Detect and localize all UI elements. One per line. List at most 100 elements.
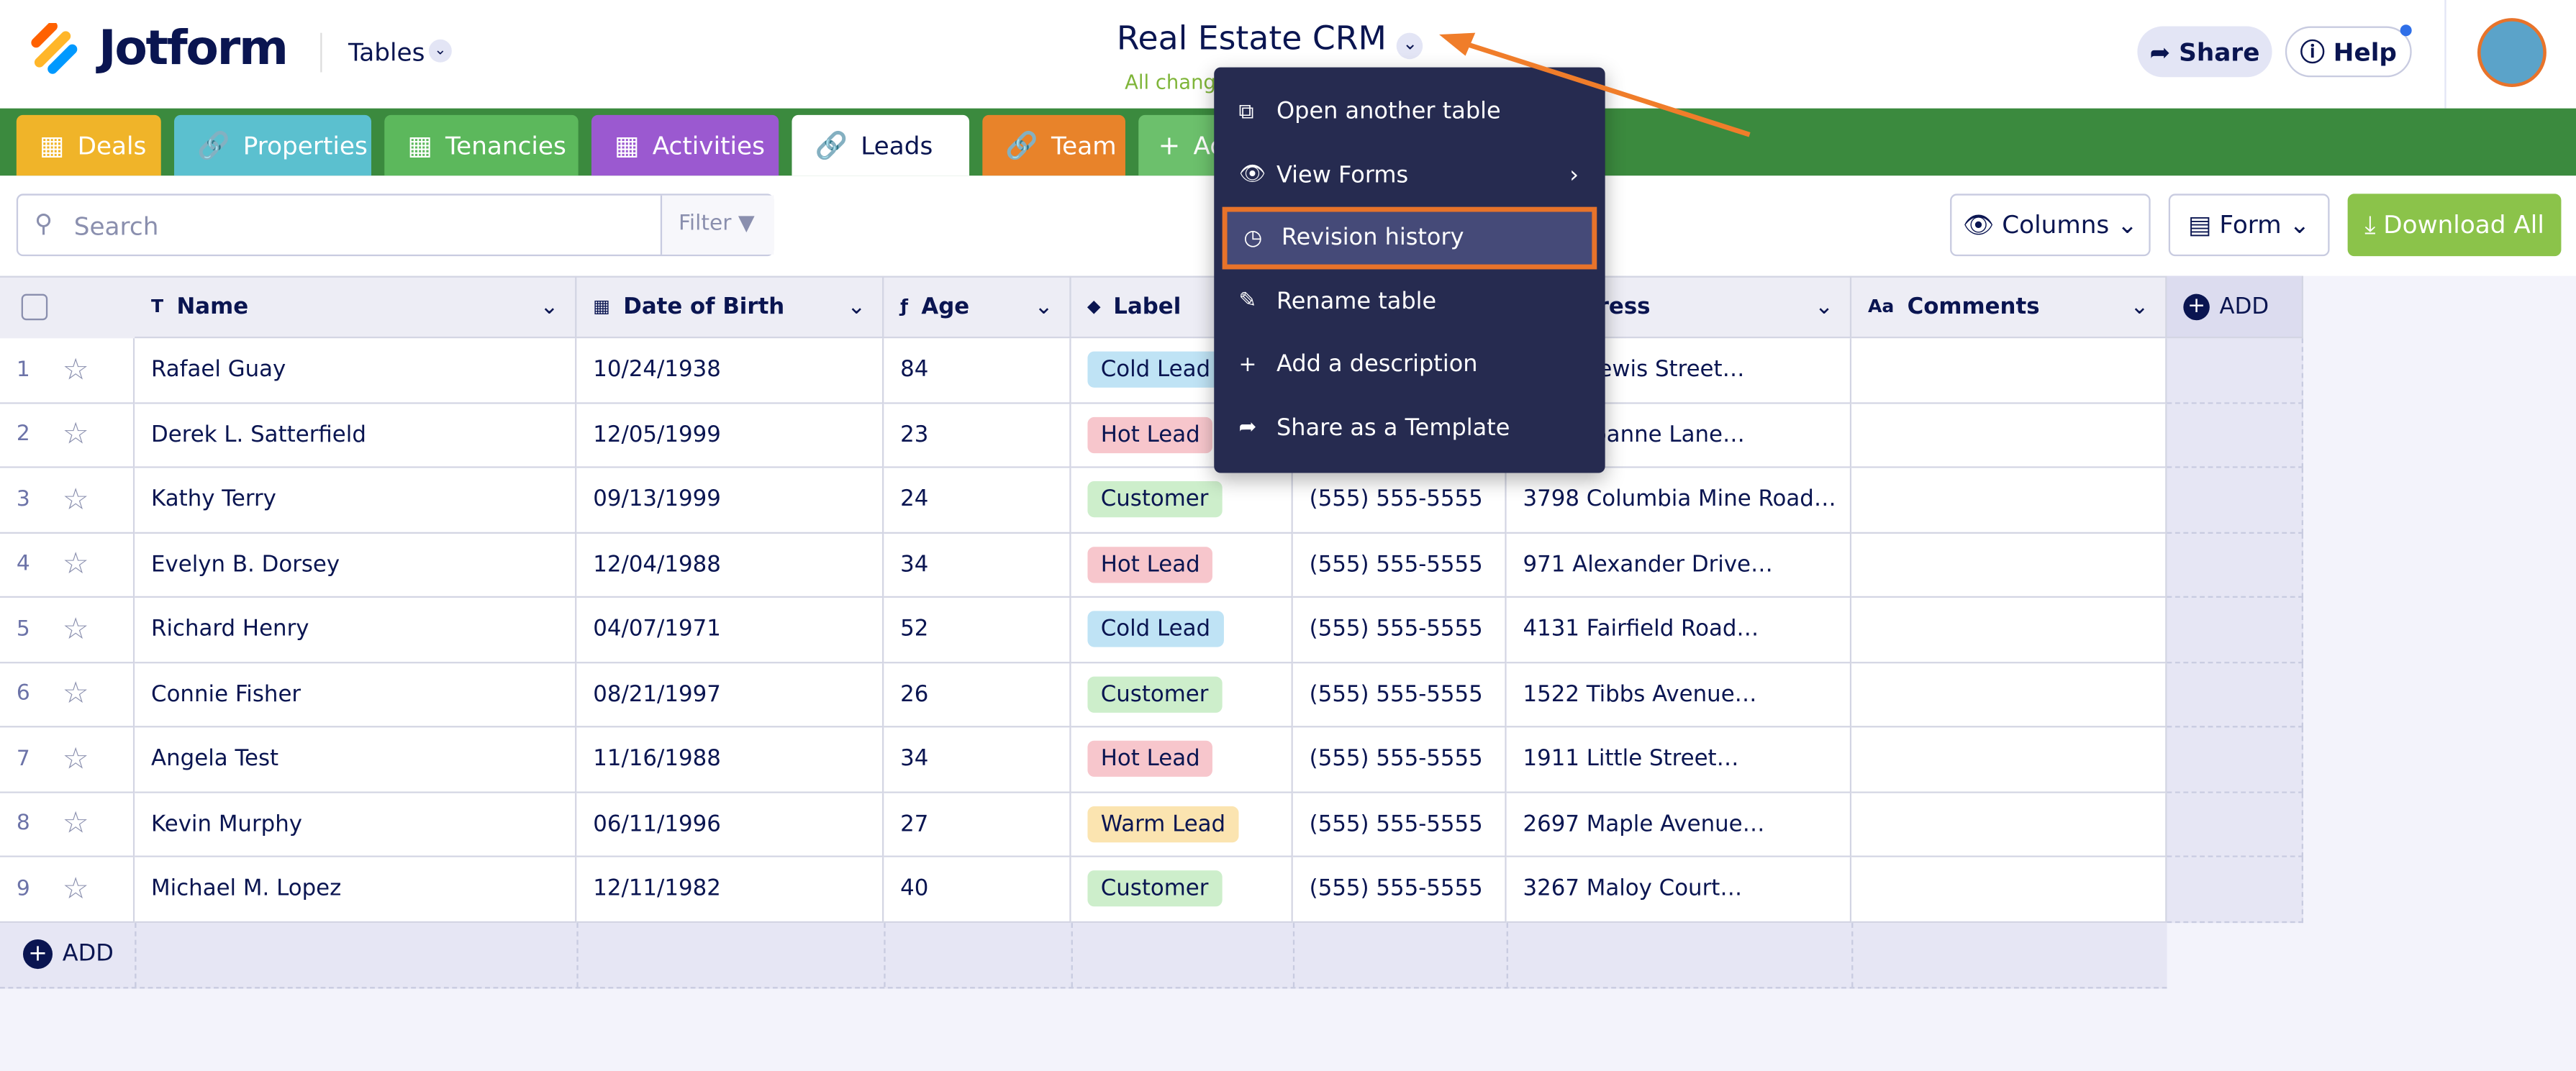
row-index: 2 (16, 422, 30, 447)
tab[interactable]: 🔗 Team (982, 114, 1125, 176)
add-column[interactable]: + ADD (2167, 275, 2303, 339)
menu-item[interactable]: + Add a description (1214, 333, 1605, 396)
add-row-divider (1851, 921, 1854, 988)
cell[interactable]: (555) 555-5555 (1292, 857, 1507, 922)
share-button[interactable]: ➦ Share (2137, 26, 2272, 78)
tab[interactable]: ▦ Activities (591, 114, 779, 176)
cell[interactable]: 34 (884, 532, 1071, 598)
title-text: Real Estate CRM (1116, 18, 1387, 58)
cell[interactable]: Rafael Guay (135, 338, 577, 404)
cell-text: 971 Alexander Drive… (1523, 551, 1773, 578)
cell[interactable]: Cold Lead (1071, 338, 1293, 404)
cell[interactable]: Derek L. Satterfield (135, 403, 577, 468)
form-button[interactable]: ▤ Form ⌄ (2168, 193, 2330, 257)
cell[interactable]: 23 (884, 403, 1071, 468)
cell[interactable]: 971 Alexander Drive… (1506, 532, 1852, 598)
menu-item[interactable]: ⧉ Open another table (1214, 81, 1605, 143)
search-box[interactable]: ⚲ Search Filter ▼ (16, 193, 774, 257)
star[interactable]: ☆ (62, 482, 89, 517)
star[interactable]: ☆ (62, 352, 89, 388)
tables-menu[interactable]: Tables (348, 37, 425, 68)
row-index: 3 (16, 487, 30, 512)
cell[interactable]: 26 (884, 662, 1071, 728)
cell[interactable]: Customer (1071, 468, 1293, 533)
cell[interactable]: 1911 Little Street… (1506, 727, 1852, 793)
cell[interactable]: 27 (884, 792, 1071, 857)
star[interactable]: ☆ (62, 547, 89, 582)
cell[interactable]: 12/11/1982 (576, 857, 884, 922)
column-header[interactable]: T Name ⌄ (135, 275, 577, 339)
cell[interactable]: 12/04/1988 (576, 532, 884, 598)
cell[interactable]: 10/24/1938 (576, 338, 884, 404)
tab[interactable]: ▦ Tenancies (384, 114, 579, 176)
cell[interactable]: (555) 555-5555 (1292, 662, 1507, 728)
cell[interactable]: Evelyn B. Dorsey (135, 532, 577, 598)
cell[interactable]: 1522 Tibbs Avenue… (1506, 662, 1852, 728)
cell[interactable]: 3798 Columbia Mine Road… (1506, 468, 1852, 533)
star[interactable]: ☆ (62, 677, 89, 712)
cell[interactable]: 11/16/1988 (576, 727, 884, 793)
cell[interactable]: Hot Lead (1071, 532, 1293, 598)
cell[interactable]: (555) 555-5555 (1292, 468, 1507, 533)
menu-icon: ✎ (1238, 288, 1257, 314)
cell[interactable]: Customer (1071, 662, 1293, 728)
menu-item[interactable]: ✎ Rename table (1214, 270, 1605, 333)
divider (320, 32, 322, 73)
title[interactable]: Real Estate CRM ⌄ (986, 18, 1554, 60)
download-button[interactable]: ⤓ Download All (2347, 193, 2562, 257)
cell[interactable]: Kathy Terry (135, 468, 577, 533)
cell[interactable]: 04/07/1971 (576, 598, 884, 663)
help-button[interactable]: ⓘ Help (2285, 26, 2412, 78)
cell[interactable]: 2697 Maple Avenue… (1506, 792, 1852, 857)
cell[interactable]: (555) 555-5555 (1292, 598, 1507, 663)
empty-cell (1851, 857, 2167, 922)
star[interactable]: ☆ (62, 871, 89, 906)
cell[interactable]: Kevin Murphy (135, 792, 577, 857)
cell[interactable]: Connie Fisher (135, 662, 577, 728)
avatar[interactable] (2477, 18, 2546, 88)
label-pill: Warm Lead (1087, 806, 1239, 842)
cell[interactable]: Michael M. Lopez (135, 857, 577, 922)
star[interactable]: ☆ (62, 742, 89, 777)
select-all[interactable] (21, 293, 48, 321)
cell[interactable]: 34 (884, 727, 1071, 793)
menu-icon: ⧉ (1238, 99, 1254, 124)
cell[interactable]: (555) 555-5555 (1292, 727, 1507, 793)
cell[interactable]: 08/21/1997 (576, 662, 884, 728)
share-label: Share (2179, 37, 2260, 67)
filter-button[interactable]: Filter ▼ (660, 195, 774, 255)
cell[interactable]: 40 (884, 857, 1071, 922)
cell[interactable]: 3267 Maloy Court… (1506, 857, 1852, 922)
column-header[interactable]: ▦ Date of Birth ⌄ (576, 275, 884, 339)
cell[interactable]: Hot Lead (1071, 727, 1293, 793)
tab[interactable]: ▦ Deals (16, 114, 161, 176)
cell[interactable]: Angela Test (135, 727, 577, 793)
cell[interactable]: 24 (884, 468, 1071, 533)
cell[interactable]: 84 (884, 338, 1071, 404)
tab-label: Deals (77, 130, 147, 160)
add-row[interactable]: + ADD (22, 938, 114, 968)
menu-item[interactable]: 👁 View Forms › (1214, 144, 1605, 206)
cell[interactable]: Warm Lead (1071, 792, 1293, 857)
tab[interactable]: 🔗 Leads (792, 114, 970, 176)
columns-button[interactable]: 👁 Columns ⌄ (1950, 193, 2151, 257)
star[interactable]: ☆ (62, 612, 89, 647)
tab[interactable]: 🔗 Properties (174, 114, 371, 176)
menu-item[interactable]: ➦ Share as a Template (1214, 396, 1605, 459)
menu-item[interactable]: ◷ Revision history (1222, 206, 1597, 270)
cell[interactable]: 4131 Fairfield Road… (1506, 598, 1852, 663)
cell[interactable]: 06/11/1996 (576, 792, 884, 857)
star[interactable]: ☆ (62, 417, 89, 452)
cell[interactable]: 09/13/1999 (576, 468, 884, 533)
column-header[interactable]: Aa Comments ⌄ (1851, 275, 2167, 339)
column-header[interactable]: ƒ Age ⌄ (884, 275, 1071, 339)
cell[interactable]: 12/05/1999 (576, 403, 884, 468)
cell[interactable]: (555) 555-5555 (1292, 792, 1507, 857)
cell[interactable]: 52 (884, 598, 1071, 663)
star[interactable]: ☆ (62, 806, 89, 842)
cell[interactable]: Customer (1071, 857, 1293, 922)
add-row-divider (1506, 921, 1508, 988)
cell[interactable]: (555) 555-5555 (1292, 532, 1507, 598)
cell[interactable]: Cold Lead (1071, 598, 1293, 663)
cell[interactable]: Richard Henry (135, 598, 577, 663)
